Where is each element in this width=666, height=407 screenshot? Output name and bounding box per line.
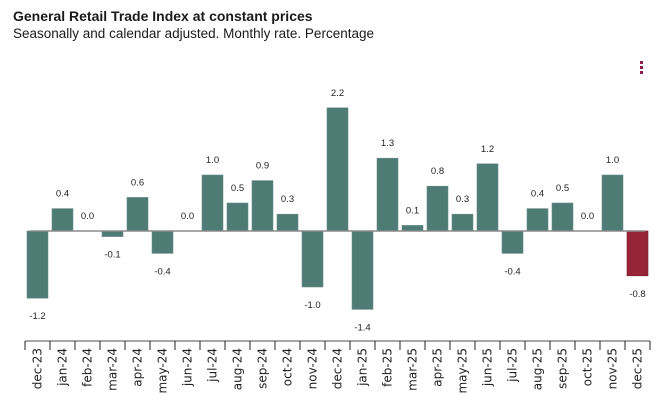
bar-nov-25[interactable] [601,174,624,232]
bar-jan-25[interactable] [351,230,374,310]
x-tick-label-nov-24: nov-24 [306,348,320,389]
bar-dec-25[interactable] [626,230,649,277]
x-tick-label-sep-24: sep-24 [256,348,270,389]
data-label-jul-24: 1.0 [206,155,219,166]
data-label-feb-25: 1.3 [381,138,394,149]
data-label-jul-25: -0.4 [504,266,520,277]
x-tick-label-oct-25: oct-25 [581,348,595,386]
x-tick-label-dec-23: dec-23 [31,348,45,389]
x-tick-label-jan-24: jan-24 [56,348,70,387]
data-label-dec-24: 2.2 [331,88,344,99]
bar-apr-24[interactable] [126,197,149,232]
x-tick-label-jul-25: jul-25 [506,348,520,383]
data-label-sep-24: 0.9 [256,161,269,172]
data-label-feb-24: 0.0 [81,211,94,222]
data-label-apr-24: 0.6 [131,177,144,188]
bar-dec-24[interactable] [326,107,349,232]
x-tick-label-dec-24: dec-24 [331,348,345,389]
data-label-oct-24: 0.3 [281,194,294,205]
bar-aug-25[interactable] [526,208,549,232]
x-tick-label-nov-25: nov-25 [606,348,620,389]
data-label-aug-24: 0.5 [231,183,244,194]
x-tick-label-feb-25: feb-25 [381,348,395,387]
bar-jun-25[interactable] [476,163,499,232]
vertical-ellipsis-icon[interactable] [640,61,644,75]
data-label-mar-24: -0.1 [104,250,120,261]
data-label-jan-25: -1.4 [354,322,370,333]
data-label-apr-25: 0.8 [431,166,444,177]
x-tick-label-apr-25: apr-25 [431,348,445,387]
bar-jul-25[interactable] [501,230,524,254]
data-label-sep-25: 0.5 [556,183,569,194]
value-labels-group: -1.2 0.4 0.0 -0.1 0.6 -0.4 0.0 1.0 0.5 0.9 0.3 -1.0… [29,88,645,334]
bar-aug-24[interactable] [226,202,249,232]
data-label-nov-25: 1.0 [606,155,619,166]
bar-jul-24[interactable] [201,174,224,232]
x-tick-label-jun-24: jun-24 [181,348,195,387]
x-tick-label-mar-24: mar-24 [106,348,120,391]
data-label-jun-24: 0.0 [181,211,194,222]
chart-subtitle: Seasonally and calendar adjusted. Monthl… [13,26,374,41]
x-tick-label-feb-24: feb-24 [81,348,95,387]
data-label-dec-23: -1.2 [29,311,45,322]
bar-oct-24[interactable] [276,213,299,232]
data-label-jan-24: 0.4 [56,189,69,200]
x-tick-label-sep-25: sep-25 [556,348,570,389]
x-tick-label-jul-24: jul-24 [206,348,220,383]
x-axis: dec-23 jan-24 feb-24 mar-24 apr-24 may-24 jun-… [24,340,651,394]
x-tick-label-oct-24: oct-24 [281,348,295,386]
data-label-dec-25: -0.8 [629,289,645,300]
bar-feb-25[interactable] [376,157,399,232]
bar-mar-25[interactable] [401,225,424,232]
data-label-mar-25: 0.1 [406,205,419,216]
bar-dec-23[interactable] [26,230,49,299]
data-label-jun-25: 1.2 [481,144,494,155]
data-label-oct-25: 0.0 [581,211,594,222]
data-label-may-24: -0.4 [154,266,170,277]
bars-group [26,107,649,310]
bar-may-25[interactable] [451,213,474,232]
data-label-nov-24: -1.0 [304,300,320,311]
x-tick-label-aug-25: aug-25 [531,348,545,390]
data-label-aug-25: 0.4 [531,189,544,200]
x-tick-label-aug-24: aug-24 [231,348,245,390]
bar-apr-25[interactable] [426,185,449,232]
x-tick-label-mar-25: mar-25 [406,348,420,391]
x-tick-label-may-25: may-25 [456,348,470,394]
bar-sep-24[interactable] [251,180,274,232]
x-tick-label-dec-25: dec-25 [631,348,645,389]
x-tick-label-may-24: may-24 [156,348,170,394]
x-tick-label-jun-25: jun-25 [481,348,495,387]
bar-sep-25[interactable] [551,202,574,232]
x-tick-label-jan-25: jan-25 [356,348,370,387]
bar-may-24[interactable] [151,230,174,254]
chart-title: General Retail Trade Index at constant p… [13,8,313,24]
bar-jan-24[interactable] [51,208,74,232]
bar-mar-24[interactable] [101,230,124,237]
bar-nov-24[interactable] [301,230,324,288]
data-label-may-25: 0.3 [456,194,469,205]
x-tick-label-apr-24: apr-24 [131,348,145,387]
